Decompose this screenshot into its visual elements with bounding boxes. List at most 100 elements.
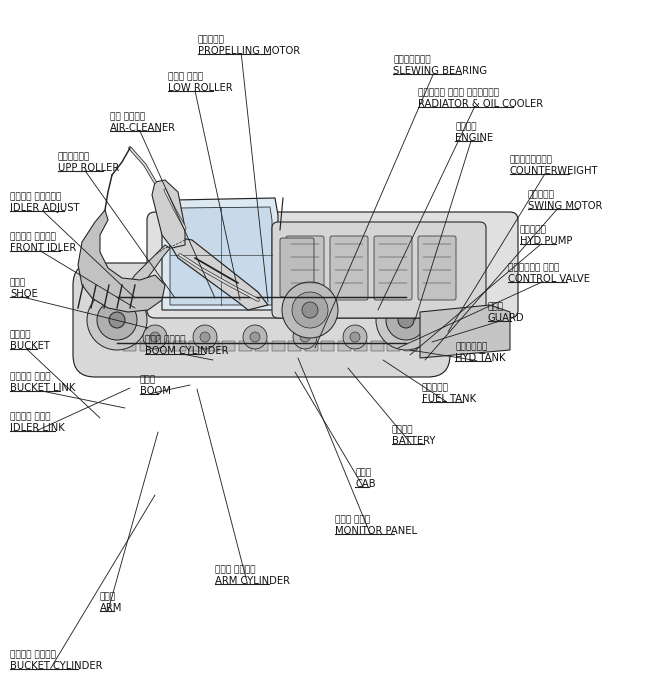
Bar — [354, 289, 367, 297]
Text: BATTERY: BATTERY — [392, 436, 436, 446]
Bar — [272, 289, 284, 297]
Bar — [189, 341, 202, 351]
Polygon shape — [130, 245, 170, 290]
Circle shape — [250, 332, 260, 342]
Bar — [305, 341, 318, 351]
Polygon shape — [152, 180, 185, 248]
Bar — [387, 341, 400, 351]
Text: 走行モータ: 走行モータ — [198, 35, 225, 44]
Text: バケット シリンダ: バケット シリンダ — [10, 650, 56, 659]
Bar — [172, 289, 186, 297]
Bar — [172, 341, 186, 351]
Bar — [288, 289, 301, 297]
Text: 燃料タンク: 燃料タンク — [422, 383, 449, 392]
Text: 油圧ポンプ: 油圧ポンプ — [520, 225, 547, 234]
Bar — [370, 289, 384, 297]
FancyBboxPatch shape — [147, 212, 518, 318]
Text: バケット: バケット — [10, 330, 32, 339]
Text: 旋回モータ: 旋回モータ — [528, 190, 555, 199]
Bar — [205, 341, 218, 351]
Text: AIR-CLEANER: AIR-CLEANER — [110, 123, 176, 133]
Bar — [123, 289, 136, 297]
Bar — [156, 341, 169, 351]
Circle shape — [97, 300, 137, 340]
Bar — [222, 341, 235, 351]
Text: 旋回ベアリング: 旋回ベアリング — [393, 55, 430, 64]
Text: ARM: ARM — [100, 603, 122, 613]
Bar — [255, 289, 268, 297]
Text: ガード: ガード — [488, 302, 504, 311]
Text: BUCKET CYLINDER: BUCKET CYLINDER — [10, 661, 103, 671]
Text: COUNTERWEIGHT: COUNTERWEIGHT — [510, 166, 599, 176]
Text: BUCKET: BUCKET — [10, 341, 50, 351]
Circle shape — [325, 293, 345, 313]
Bar — [387, 289, 400, 297]
Text: UPP ROLLER: UPP ROLLER — [58, 163, 119, 173]
Polygon shape — [420, 305, 510, 358]
Bar — [189, 289, 202, 297]
Bar — [403, 289, 417, 297]
Bar — [123, 341, 136, 351]
Circle shape — [293, 325, 317, 349]
Circle shape — [243, 325, 267, 349]
Text: バケット リンク: バケット リンク — [10, 372, 51, 381]
Text: キャブ: キャブ — [355, 468, 371, 477]
Circle shape — [398, 312, 414, 328]
Text: 作動油タンク: 作動油タンク — [455, 342, 488, 351]
Bar — [205, 289, 218, 297]
Text: IDLER LINK: IDLER LINK — [10, 423, 64, 433]
Text: BOOM: BOOM — [140, 386, 171, 396]
Text: FUEL TANK: FUEL TANK — [422, 394, 476, 404]
Text: カウンタウエイト: カウンタウエイト — [510, 155, 553, 164]
Text: アイドラ リンク: アイドラ リンク — [10, 412, 51, 421]
Circle shape — [292, 292, 328, 328]
Bar — [156, 289, 169, 297]
FancyBboxPatch shape — [73, 263, 450, 377]
Circle shape — [185, 293, 205, 313]
Circle shape — [350, 332, 360, 342]
Text: エア クリーナ: エア クリーナ — [110, 112, 145, 121]
Text: コントロール バルブ: コントロール バルブ — [508, 263, 559, 272]
Bar — [403, 341, 417, 351]
Text: FRONT IDLER: FRONT IDLER — [10, 243, 76, 253]
Text: SWING MOTOR: SWING MOTOR — [528, 201, 602, 211]
Text: ENGINE: ENGINE — [455, 133, 493, 143]
Circle shape — [193, 325, 217, 349]
Circle shape — [200, 332, 210, 342]
Text: GUARD: GUARD — [488, 313, 524, 323]
Circle shape — [302, 302, 318, 318]
Circle shape — [150, 332, 160, 342]
Polygon shape — [170, 207, 272, 305]
Bar — [370, 341, 384, 351]
Text: LOW ROLLER: LOW ROLLER — [168, 83, 233, 93]
Circle shape — [282, 282, 338, 338]
Text: モニタ パネル: モニタ パネル — [335, 515, 370, 524]
Bar — [255, 341, 268, 351]
Text: シュー: シュー — [10, 278, 26, 287]
Circle shape — [386, 300, 426, 340]
Bar — [272, 341, 284, 351]
Text: ARM CYLINDER: ARM CYLINDER — [215, 576, 290, 586]
Polygon shape — [78, 210, 165, 312]
Bar — [321, 289, 334, 297]
Text: アーム: アーム — [100, 592, 116, 601]
Text: SLEWING BEARING: SLEWING BEARING — [393, 66, 487, 76]
Text: ブーム シリンダ: ブーム シリンダ — [145, 335, 186, 344]
FancyBboxPatch shape — [374, 236, 412, 300]
Bar — [305, 289, 318, 297]
Circle shape — [109, 312, 125, 328]
Text: BUCKET LINK: BUCKET LINK — [10, 383, 76, 393]
Text: アッパローラ: アッパローラ — [58, 152, 90, 161]
Circle shape — [300, 332, 310, 342]
Text: ラジェータ および オイルクーラ: ラジェータ および オイルクーラ — [418, 88, 499, 97]
Text: アーム シリンダ: アーム シリンダ — [215, 565, 255, 574]
Bar — [139, 289, 153, 297]
Text: IDLER ADJUST: IDLER ADJUST — [10, 203, 80, 213]
Text: HYD PUMP: HYD PUMP — [520, 236, 572, 246]
Text: バッテリ: バッテリ — [392, 425, 413, 434]
Text: CAB: CAB — [355, 479, 376, 489]
Text: RADIATOR & OIL COOLER: RADIATOR & OIL COOLER — [418, 99, 543, 109]
Bar — [354, 341, 367, 351]
Text: PROPELLING MOTOR: PROPELLING MOTOR — [198, 46, 300, 56]
Polygon shape — [162, 198, 278, 310]
